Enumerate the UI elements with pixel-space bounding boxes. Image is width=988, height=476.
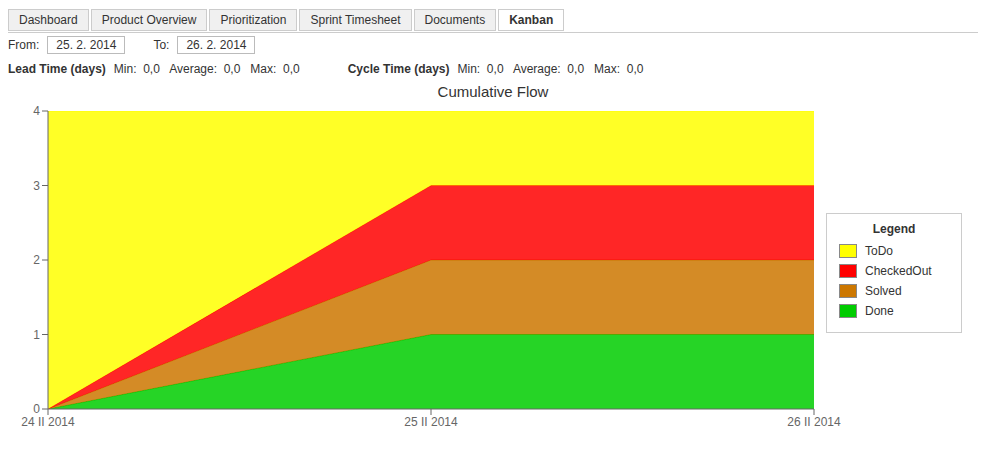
html-text:From:: From: xyxy=(8,38,40,52)
svg-text:25 ΙΙ 2014: 25 ΙΙ 2014 xyxy=(404,415,458,429)
html-text:Documents: Documents xyxy=(424,13,486,27)
html-text:CheckedOut: CheckedOut xyxy=(865,264,932,278)
html-text:Dashboard: Dashboard xyxy=(19,13,78,27)
html-text:Done: Done xyxy=(865,304,894,318)
html-text:Product Overview: Product Overview xyxy=(101,13,197,27)
html-text:Sprint Timesheet: Sprint Timesheet xyxy=(310,13,401,27)
html-text:26. 2. 2014: 26. 2. 2014 xyxy=(186,38,247,52)
html-text:To:: To: xyxy=(153,38,170,52)
svg-text:26 ΙΙ 2014: 26 ΙΙ 2014 xyxy=(787,415,841,429)
html-text:Legend: Legend xyxy=(872,222,916,236)
svg-text:24 ΙΙ 2014: 24 ΙΙ 2014 xyxy=(21,415,75,429)
html-text:ToDo: ToDo xyxy=(865,244,893,258)
html-text:Prioritization: Prioritization xyxy=(220,13,287,27)
html-text:Solved: Solved xyxy=(865,284,902,298)
svg-text:4: 4 xyxy=(33,104,40,118)
svg-text:2: 2 xyxy=(33,253,40,267)
html-text:25. 2. 2014: 25. 2. 2014 xyxy=(56,38,117,52)
svg-text:0: 0 xyxy=(33,402,40,416)
svg-text:3: 3 xyxy=(33,179,40,193)
html-text:Cycle Time (days): Cycle Time (days) xyxy=(347,62,450,76)
svg-text:1: 1 xyxy=(33,328,40,342)
html-text:Cumulative Flow: Cumulative Flow xyxy=(437,83,549,100)
html-text:Lead Time (days): Lead Time (days) xyxy=(8,62,106,76)
html-text:Min: 0,0 Average: 0,0 Max: 0,0: Min: 0,0 Average: 0,0 Max: 0,0 xyxy=(113,62,300,76)
html-text:Kanban: Kanban xyxy=(509,13,554,27)
html-text:Min: 0,0 Average: 0,0 Max: 0,0: Min: 0,0 Average: 0,0 Max: 0,0 xyxy=(457,62,644,76)
